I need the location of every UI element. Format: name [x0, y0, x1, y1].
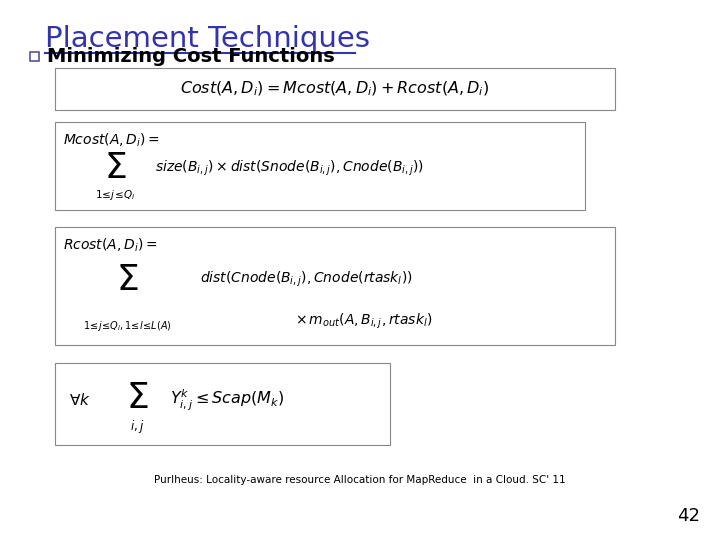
Text: $1\!\leq\!j\!\leq\!Q_i,1\!\leq\!l\!\leq\!L(A)$: $1\!\leq\!j\!\leq\!Q_i,1\!\leq\!l\!\leq\… [83, 319, 171, 333]
Text: $Mcost(A, D_i) =$: $Mcost(A, D_i) =$ [63, 132, 160, 150]
Text: $1\!\leq\!j\!\leq\!Q_i$: $1\!\leq\!j\!\leq\!Q_i$ [95, 188, 135, 202]
Text: $\Sigma$: $\Sigma$ [126, 381, 148, 415]
Text: $\forall k$: $\forall k$ [69, 392, 91, 408]
Text: $i,j$: $i,j$ [130, 418, 144, 435]
FancyBboxPatch shape [55, 363, 390, 445]
Text: Placement Techniques: Placement Techniques [45, 25, 370, 53]
Text: $size(B_{i,j}) \times dist(Snode(B_{i,j}), Cnode(B_{i,j}))$: $size(B_{i,j}) \times dist(Snode(B_{i,j}… [155, 158, 424, 178]
FancyBboxPatch shape [55, 68, 615, 110]
FancyBboxPatch shape [55, 227, 615, 345]
Text: Minimizing Cost Functions: Minimizing Cost Functions [47, 47, 335, 66]
Text: $\Sigma$: $\Sigma$ [116, 263, 138, 297]
Text: $Rcost(A, D_i) =$: $Rcost(A, D_i) =$ [63, 237, 158, 254]
Text: $Y_{i,j}^{k} \leq Scap(M_k)$: $Y_{i,j}^{k} \leq Scap(M_k)$ [170, 388, 284, 413]
Text: 42: 42 [677, 507, 700, 525]
Text: $Cost(A, D_i) = Mcost(A, D_i) + Rcost(A, D_i)$: $Cost(A, D_i) = Mcost(A, D_i) + Rcost(A,… [180, 80, 490, 98]
Text: $\Sigma$: $\Sigma$ [104, 151, 126, 185]
Text: $dist(Cnode(B_{i,j}), Cnode(rtask_l))$: $dist(Cnode(B_{i,j}), Cnode(rtask_l))$ [200, 269, 413, 289]
Text: $\times\, m_{out}(A, B_{i,j}, rtask_l)$: $\times\, m_{out}(A, B_{i,j}, rtask_l)$ [295, 312, 432, 330]
FancyBboxPatch shape [55, 122, 585, 210]
Bar [30, 52, 39, 61]
Text: Purlheus: Locality-aware resource Allocation for MapReduce  in a Cloud. SC' 11: Purlheus: Locality-aware resource Alloca… [154, 475, 566, 485]
